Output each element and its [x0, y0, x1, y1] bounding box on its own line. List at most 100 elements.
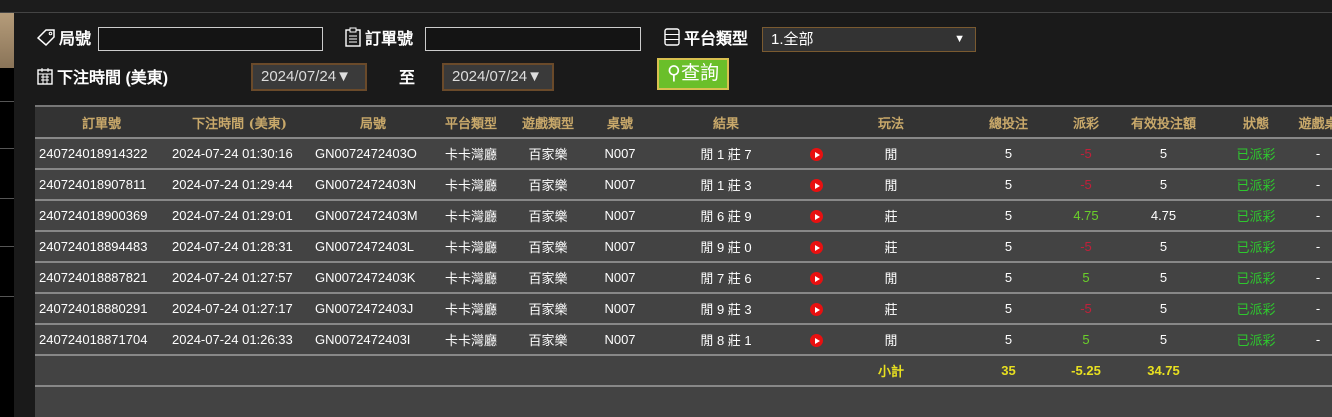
play-video-icon[interactable] — [809, 179, 823, 193]
payout-cell: -5 — [1066, 292, 1106, 324]
column-header: 派彩 — [1066, 105, 1106, 138]
play-video-icon[interactable] — [809, 210, 823, 224]
video-cell — [801, 230, 831, 262]
platform-cell: 卡卡灣廳 — [435, 137, 507, 169]
payout-cell: -5 — [1066, 137, 1106, 169]
bet-time-cell: 2024-07-24 01:30:16 — [168, 137, 311, 169]
status-cell: 已派彩 — [1221, 323, 1291, 355]
status-cell: 已派彩 — [1221, 168, 1291, 200]
sidebar-active-tab[interactable] — [0, 13, 14, 68]
result-cell: 閒 7 莊 6 — [651, 261, 801, 293]
bet-time-cell: 2024-07-24 01:28:31 — [168, 230, 311, 262]
valid-bet-cell: 5 — [1106, 292, 1221, 324]
play-type-cell: 莊 — [831, 292, 951, 324]
round-id-cell: GN0072472403K — [311, 261, 435, 293]
divider — [0, 198, 14, 199]
valid-bet-cell: 5 — [1106, 261, 1221, 293]
platform-select[interactable]: 1.全部 ▼ — [762, 27, 976, 52]
status-cell: 已派彩 — [1221, 199, 1291, 231]
server-icon — [664, 28, 680, 46]
subtotal-label: 小計 — [831, 354, 951, 386]
table-row: 240724018871704 2024-07-24 01:26:33 GN0072… — [35, 323, 1332, 355]
chevron-down-icon: ▼ — [954, 33, 965, 45]
platform-cell: 卡卡灣廳 — [435, 230, 507, 262]
table-row: 240724018914322 2024-07-24 01:30:16 GN0072… — [35, 137, 1332, 169]
play-type-cell: 閒 — [831, 137, 951, 169]
column-header: 桌號 — [589, 105, 651, 138]
date-to-picker[interactable]: 2024/07/24▼ — [442, 63, 554, 91]
result-cell: 閒 1 莊 7 — [651, 137, 801, 169]
play-type-cell: 閒 — [831, 168, 951, 200]
round-id-cell: GN0072472403J — [311, 292, 435, 324]
bet-time-cell: 2024-07-24 01:26:33 — [168, 323, 311, 355]
valid-bet-cell: 5 — [1106, 230, 1221, 262]
bet-records-table: 訂單號 下注時間 (美東) 局號 平台類型 遊戲類型 桌號 結果 玩法 總投注 派彩 有效投注額 狀態… — [35, 105, 1332, 416]
to-label: 至 — [399, 70, 416, 87]
play-type-cell: 閒 — [831, 323, 951, 355]
platform-label: 平台類型 — [663, 25, 748, 49]
order-input[interactable] — [425, 27, 641, 51]
platform-cell: 卡卡灣廳 — [435, 168, 507, 200]
play-video-icon[interactable] — [809, 334, 823, 348]
query-button[interactable]: ⚲查詢 — [657, 58, 729, 90]
valid-bet-cell: 5 — [1106, 168, 1221, 200]
column-header: 結果 — [651, 105, 801, 138]
payout-cell: 5 — [1066, 261, 1106, 293]
round-id-cell: GN0072472403O — [311, 137, 435, 169]
divider — [0, 246, 14, 247]
play-type-cell: 莊 — [831, 199, 951, 231]
table-no-cell: N007 — [589, 230, 651, 262]
play-video-icon[interactable] — [809, 272, 823, 286]
order-id-cell: 240724018887821 — [35, 261, 168, 293]
status-cell: 已派彩 — [1221, 261, 1291, 293]
bet-time-label: 下注時間 (美東) — [36, 64, 168, 88]
top-bar — [0, 0, 1332, 13]
result-cell: 閒 9 莊 0 — [651, 230, 801, 262]
subtotal-payout: -5.25 — [1066, 354, 1106, 386]
game-table-cell: - — [1291, 323, 1332, 355]
game-type-cell: 百家樂 — [507, 292, 589, 324]
column-header — [801, 105, 831, 138]
spacer — [35, 354, 831, 386]
video-cell — [801, 137, 831, 169]
video-cell — [801, 292, 831, 324]
divider — [0, 296, 14, 297]
payout-cell: -5 — [1066, 230, 1106, 262]
column-header: 玩法 — [831, 105, 951, 138]
play-video-icon[interactable] — [809, 148, 823, 162]
subtotal-total_bet: 35 — [951, 354, 1066, 386]
column-header: 遊戲類型 — [507, 105, 589, 138]
play-type-cell: 莊 — [831, 230, 951, 262]
play-type-cell: 閒 — [831, 261, 951, 293]
table-no-cell: N007 — [589, 261, 651, 293]
column-header: 總投注 — [951, 105, 1066, 138]
sidebar — [0, 13, 14, 417]
divider — [0, 148, 14, 149]
play-video-icon[interactable] — [809, 303, 823, 317]
round-input[interactable] — [98, 27, 323, 51]
date-from-picker[interactable]: 2024/07/24▼ — [251, 63, 367, 91]
table-no-cell: N007 — [589, 292, 651, 324]
column-header: 有效投注額 — [1106, 105, 1221, 138]
bet-time-cell: 2024-07-24 01:27:17 — [168, 292, 311, 324]
play-video-icon[interactable] — [809, 241, 823, 255]
game-table-cell: - — [1291, 261, 1332, 293]
platform-cell: 卡卡灣廳 — [435, 261, 507, 293]
status-cell: 已派彩 — [1221, 292, 1291, 324]
payout-cell: -5 — [1066, 168, 1106, 200]
total-bet-cell: 5 — [951, 168, 1066, 200]
game-table-cell: - — [1291, 292, 1332, 324]
valid-bet-cell: 5 — [1106, 137, 1221, 169]
column-header: 狀態 — [1221, 105, 1291, 138]
result-cell: 閒 9 莊 3 — [651, 292, 801, 324]
result-cell: 閒 1 莊 3 — [651, 168, 801, 200]
table-no-cell: N007 — [589, 199, 651, 231]
spacer — [1221, 354, 1332, 386]
bet-time-cell: 2024-07-24 01:27:57 — [168, 261, 311, 293]
status-cell: 已派彩 — [1221, 230, 1291, 262]
table-empty-area — [35, 390, 1332, 417]
result-cell: 閒 8 莊 1 — [651, 323, 801, 355]
game-type-cell: 百家樂 — [507, 261, 589, 293]
round-label: 局號 — [36, 25, 91, 49]
table-row: 240724018887821 2024-07-24 01:27:57 GN0072… — [35, 261, 1332, 293]
